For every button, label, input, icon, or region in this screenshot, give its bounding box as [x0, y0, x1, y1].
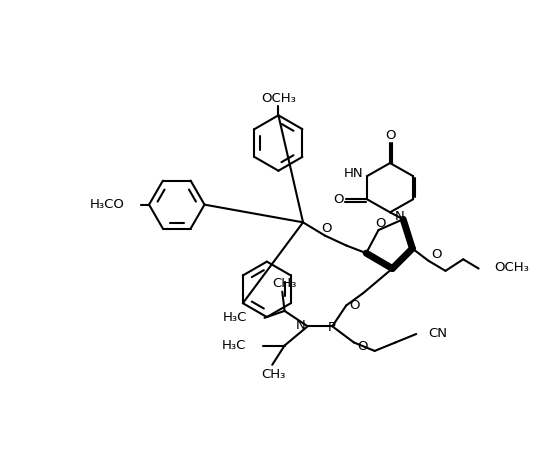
Text: O: O — [357, 340, 367, 353]
Text: H₃CO: H₃CO — [90, 198, 124, 211]
Text: N: N — [395, 210, 404, 222]
Text: O: O — [375, 217, 385, 230]
Text: O: O — [321, 222, 331, 235]
Text: O: O — [385, 129, 395, 142]
Text: N: N — [296, 319, 305, 332]
Text: CN: CN — [428, 327, 447, 340]
Text: O: O — [349, 299, 360, 312]
Text: O: O — [333, 193, 344, 206]
Text: H₃C: H₃C — [223, 311, 248, 324]
Text: O: O — [431, 248, 441, 261]
Text: OCH₃: OCH₃ — [261, 92, 296, 105]
Text: P: P — [327, 321, 336, 334]
Text: H₃C: H₃C — [222, 339, 246, 352]
Text: CH₃: CH₃ — [273, 276, 297, 290]
Text: HN: HN — [343, 168, 363, 180]
Text: OCH₃: OCH₃ — [494, 261, 529, 274]
Text: CH₃: CH₃ — [262, 368, 286, 380]
